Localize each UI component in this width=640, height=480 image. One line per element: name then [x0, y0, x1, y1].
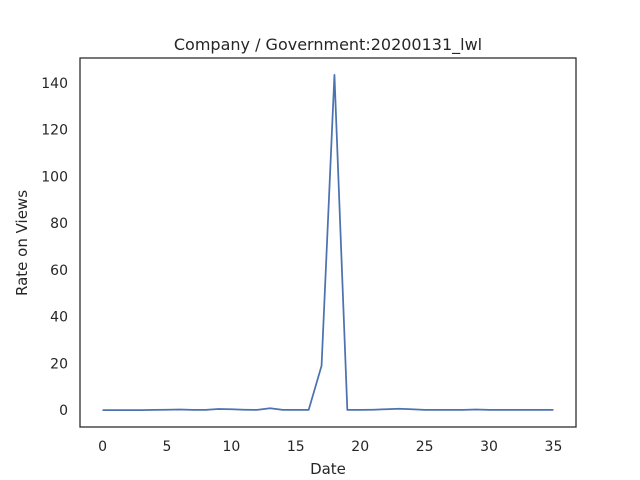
x-tick-label: 15 — [287, 439, 305, 455]
x-tick-label: 30 — [480, 439, 498, 455]
y-tick-label: 60 — [50, 263, 68, 279]
y-tick-label: 20 — [50, 356, 68, 372]
series-line-0 — [102, 73, 554, 412]
y-tick-label: 80 — [50, 216, 68, 232]
plot-frame — [79, 57, 577, 428]
y-axis: 0 20 40 60 80 100 120 140 — [41, 76, 68, 419]
x-axis-label: Date — [310, 460, 346, 478]
y-tick-label: 40 — [50, 310, 68, 326]
x-tick-label: 35 — [545, 439, 563, 455]
x-axis: 0 5 10 15 20 25 30 35 — [98, 439, 562, 455]
x-tick-label: 20 — [351, 439, 369, 455]
y-tick-label: 120 — [41, 123, 68, 139]
plot-area — [102, 73, 554, 412]
chart-title: Company / Government:20200131_lwl — [174, 35, 482, 55]
y-tick-label: 140 — [41, 76, 68, 92]
x-tick-label: 25 — [416, 439, 434, 455]
y-tick-label: 100 — [41, 169, 68, 185]
x-tick-label: 0 — [98, 439, 107, 455]
y-tick-label: 0 — [59, 403, 68, 419]
x-tick-label: 10 — [222, 439, 240, 455]
x-tick-label: 5 — [162, 439, 171, 455]
y-axis-label: Rate on Views — [13, 190, 31, 296]
